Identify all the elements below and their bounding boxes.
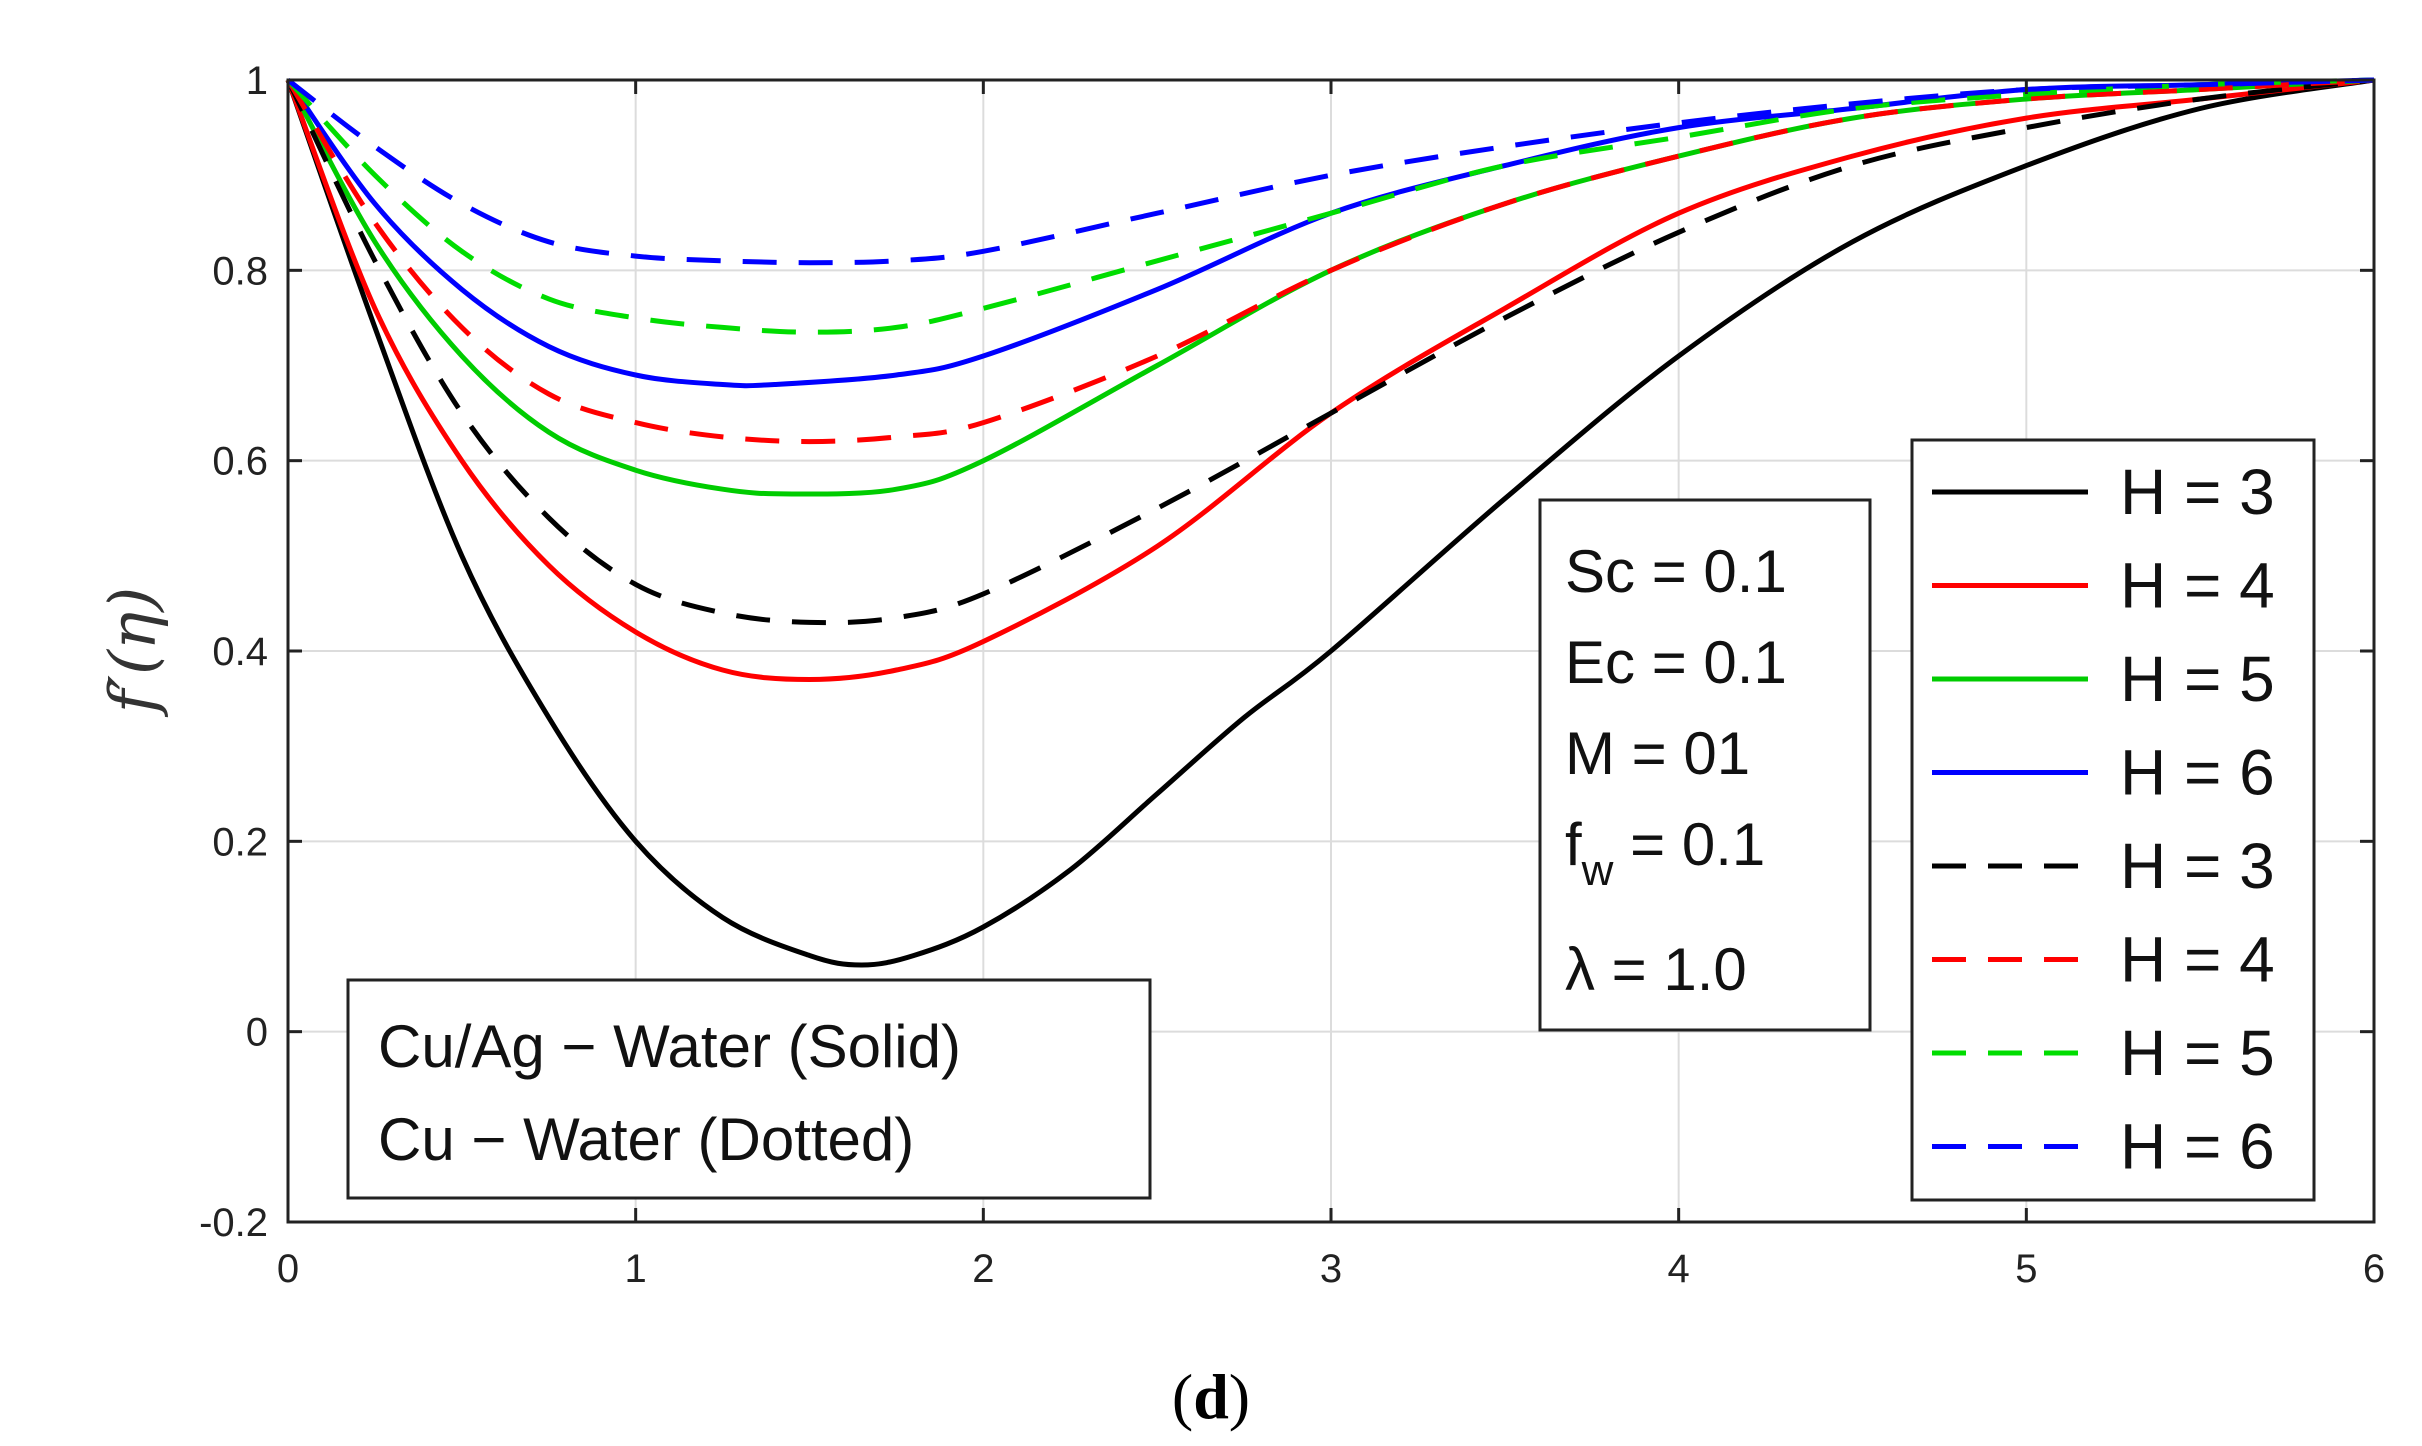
x-tick-label: 0: [277, 1247, 299, 1291]
fluid-dotted-label: Cu − Water (Dotted): [378, 1106, 914, 1173]
y-tick-label: 1: [246, 59, 268, 103]
param-sc: Sc = 0.1: [1565, 538, 1787, 605]
x-tick-labels: 0 1 2 3 4 5 6: [277, 1247, 2385, 1291]
legend: H = 3 H = 4 H = 5 H = 6 H = 3 H = 4 H = 5 H = 6: [1910, 438, 2316, 1202]
series-line-dashed-h3: [285, 77, 2375, 626]
fluid-box: Cu/Ag − Water (Solid) Cu − Water (Dotted…: [346, 978, 1152, 1200]
legend-entry: H = 5: [1932, 1017, 2275, 1089]
series-line-dashed-h5: [286, 77, 2375, 335]
legend-label: H = 4: [2120, 924, 2275, 996]
x-tick-label: 2: [972, 1247, 994, 1291]
caption-close: ): [1229, 1361, 1250, 1432]
param-lambda: λ = 1.0: [1565, 936, 1747, 1003]
caption-letter: d: [1193, 1361, 1229, 1432]
legend-entry: H = 6: [1932, 1111, 2275, 1183]
axes: [286, 78, 2376, 1224]
legend-entry: H = 4: [1932, 550, 2275, 622]
fluid-box-frame: [346, 978, 1152, 1200]
x-tick-label: 3: [1320, 1247, 1342, 1291]
param-fw: fw = 0.1: [1565, 811, 1765, 895]
legend-label: H = 3: [2120, 830, 2275, 902]
parameter-box-frame: [1538, 498, 1872, 1032]
y-tick-labels: -0.2 0 0.2 0.4 0.6 0.8 1: [199, 59, 268, 1245]
param-fw-rest: = 0.1: [1613, 811, 1765, 878]
series-lines: [285, 77, 2375, 968]
legend-label: H = 3: [2120, 456, 2275, 528]
caption-open: (: [1172, 1361, 1193, 1432]
y-tick-label: 0.8: [212, 249, 268, 293]
x-tick-label: 6: [2363, 1247, 2385, 1291]
legend-label: H = 5: [2120, 1017, 2275, 1089]
y-tick-label: 0.4: [212, 630, 268, 674]
legend-frame: [1910, 438, 2316, 1202]
legend-entry: H = 3: [1932, 456, 2275, 528]
legend-label: H = 4: [2120, 550, 2275, 622]
legend-entry: H = 6: [1932, 737, 2275, 809]
y-tick-label: 0.6: [212, 440, 268, 484]
y-tick-label: -0.2: [199, 1201, 268, 1245]
series-line-dashed-h6: [286, 77, 2375, 266]
param-fw-main: f: [1565, 811, 1582, 878]
series-line-solid-h6: [285, 77, 2375, 389]
param-m: M = 01: [1565, 720, 1750, 787]
legend-label: H = 5: [2120, 643, 2275, 715]
series-line-solid-h3: [285, 77, 2375, 968]
y-tick-label: 0.2: [212, 820, 268, 864]
series-line-solid-h4: [285, 77, 2375, 682]
param-ec: Ec = 0.1: [1565, 629, 1787, 696]
param-fw-sub: w: [1581, 846, 1614, 895]
parameter-box: Sc = 0.1 Ec = 0.1 M = 01 fw = 0.1 λ = 1.…: [1538, 498, 1872, 1032]
x-tick-label: 4: [1668, 1247, 1690, 1291]
series-line-solid-h5: [285, 77, 2375, 497]
legend-entry: H = 3: [1932, 830, 2275, 902]
x-tick-label: 5: [2015, 1247, 2037, 1291]
y-axis-label: f′(η): [97, 587, 171, 718]
fluid-solid-label: Cu/Ag − Water (Solid): [378, 1013, 961, 1080]
y-tick-label: 0: [246, 1011, 268, 1055]
legend-label: H = 6: [2120, 737, 2275, 809]
x-tick-label: 1: [625, 1247, 647, 1291]
legend-entry: H = 4: [1932, 924, 2275, 996]
series-line-dashed-h4: [285, 77, 2375, 445]
figure-caption: (d): [1172, 1361, 1250, 1432]
legend-label: H = 6: [2120, 1111, 2275, 1183]
legend-entries: H = 3 H = 4 H = 5 H = 6 H = 3 H = 4 H = 5 H = 6: [1932, 456, 2275, 1183]
legend-entry: H = 5: [1932, 643, 2275, 715]
